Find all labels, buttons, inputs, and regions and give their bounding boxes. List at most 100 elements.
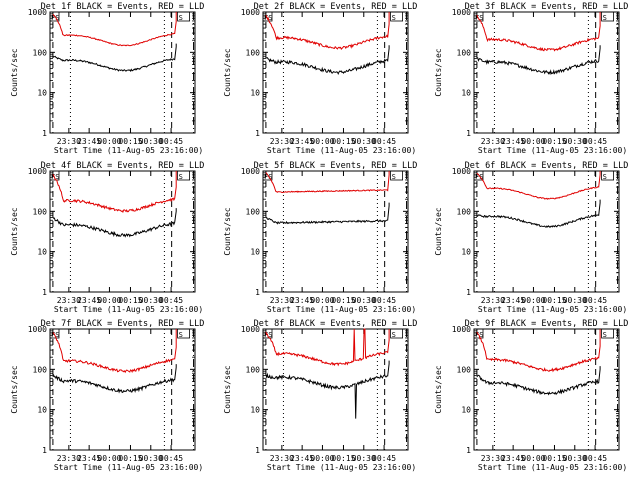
x-tick-label: 00:00 [310,137,334,146]
x-tick-label: 23:30 [481,454,505,463]
marker-box [177,328,191,339]
events-series-line [476,199,601,229]
x-tick-label: 00:45 [159,454,183,463]
x-tick-label: 00:30 [352,137,376,146]
y-tick-label: 1 [42,129,47,138]
plot-title: Det 2f BLACK = Events, RED = LLD [254,2,418,12]
y-tick-label: 1 [466,446,471,455]
y-tick-label: 100 [246,48,261,57]
plot-frame [473,170,620,293]
detector-plot-3: Det 3f BLACK = Events, RED = LLD 1 10 100 10… [434,2,628,155]
x-axis-label: Start Time (11-Aug-05 23:16:00) [267,146,416,155]
x-tick-label: 23:30 [270,454,294,463]
flare-marker-label: FS [51,173,59,181]
marker-box [262,11,273,22]
x-tick-label: 00:00 [97,137,121,146]
y-axis-label: Counts/sec [223,365,232,413]
x-axis-label: Start Time (11-Aug-05 23:16:00) [54,463,203,472]
marker-box [390,170,404,181]
marker-box [473,11,484,22]
y-tick-label: 1000 [241,325,260,334]
x-tick-label: 23:30 [57,454,81,463]
flare-marker-label: FS [264,331,272,339]
y-tick-label: 10 [461,406,471,415]
y-tick-label: 1 [255,288,260,297]
x-axis-label: Start Time (11-Aug-05 23:16:00) [478,463,627,472]
plot-title: Det 7f BLACK = Events, RED = LLD [41,319,205,329]
x-tick-label: 00:30 [352,454,376,463]
y-tick-label: 1 [255,446,260,455]
x-tick-label: 00:15 [118,454,142,463]
events-series-line [52,43,177,72]
flare-marker-label: FS [264,173,272,181]
plot-title: Det 4f BLACK = Events, RED = LLD [41,161,205,171]
y-tick-label: 10 [250,248,260,257]
y-axis-label: Counts/sec [10,48,19,96]
y-axis-label: Counts/sec [434,365,443,413]
plot-frame [473,11,620,134]
y-axis-label: Counts/sec [10,207,19,255]
marker-box [601,170,614,181]
marker-box [390,328,404,339]
lld-series-line [52,171,177,214]
x-tick-label: 00:00 [521,454,545,463]
y-tick-label: 1000 [452,167,471,176]
detector-plot-4: Det 4f BLACK = Events, RED = LLD 1 10 100 10… [10,161,204,314]
y-axis-label: Counts/sec [434,207,443,255]
y-tick-label: 100 [33,207,48,216]
lld-series-line [265,328,390,367]
x-tick-label: 23:30 [270,137,294,146]
x-tick-label: 23:45 [290,454,314,463]
marker-box [177,170,191,181]
y-tick-label: 1000 [28,325,47,334]
marker-box [49,328,60,339]
x-tick-label: 00:15 [542,137,566,146]
y-tick-label: 100 [33,48,48,57]
y-tick-label: 100 [457,48,472,57]
y-tick-label: 100 [33,365,48,374]
detector-plot-5: Det 5f BLACK = Events, RED = LLD 1 10 100 10… [223,161,417,314]
y-tick-label: 1000 [28,8,47,17]
plot-title: Det 8f BLACK = Events, RED = LLD [254,319,418,329]
x-tick-label: 23:45 [290,296,314,305]
x-tick-label: 00:45 [583,454,607,463]
x-tick-label: 00:00 [97,454,121,463]
x-tick-label: 23:45 [501,137,525,146]
y-axis-label: Counts/sec [10,365,19,413]
lld-series-line [476,329,601,373]
y-tick-label: 1 [466,288,471,297]
plot-title: Det 6f BLACK = Events, RED = LLD [465,161,629,171]
x-tick-label: 00:30 [352,296,376,305]
y-tick-label: 10 [250,406,260,415]
detector-plot-6: Det 6f BLACK = Events, RED = LLD 1 10 100 10… [434,161,628,314]
lld-series-line [52,12,177,47]
x-tick-label: 23:30 [57,137,81,146]
x-tick-label: 23:30 [481,137,505,146]
x-tick-label: 00:45 [372,296,396,305]
y-tick-label: 10 [250,89,260,98]
x-axis-label: Start Time (11-Aug-05 23:16:00) [54,305,203,314]
detector-plot-7: Det 7f BLACK = Events, RED = LLD 1 10 100 10… [10,319,204,472]
y-axis-label: Counts/sec [223,48,232,96]
plot-title: Det 9f BLACK = Events, RED = LLD [465,319,629,329]
saa-marker-label: S [392,14,396,22]
plot-frame [49,11,196,134]
x-tick-label: 23:30 [481,296,505,305]
y-tick-label: 1000 [452,325,471,334]
events-series-line [52,208,177,238]
y-tick-label: 100 [246,207,261,216]
x-tick-label: 23:45 [501,454,525,463]
y-tick-label: 10 [461,248,471,257]
flare-marker-label: FS [51,14,59,22]
saa-marker-label: S [392,173,396,181]
plot-frame [262,328,409,451]
marker-box [601,328,614,339]
marker-box [49,11,60,22]
x-tick-label: 00:00 [97,296,121,305]
x-tick-label: 23:45 [77,454,101,463]
events-series-line [476,45,601,76]
x-tick-label: 00:15 [542,454,566,463]
y-tick-label: 1 [255,129,260,138]
saa-marker-label: S [392,331,396,339]
